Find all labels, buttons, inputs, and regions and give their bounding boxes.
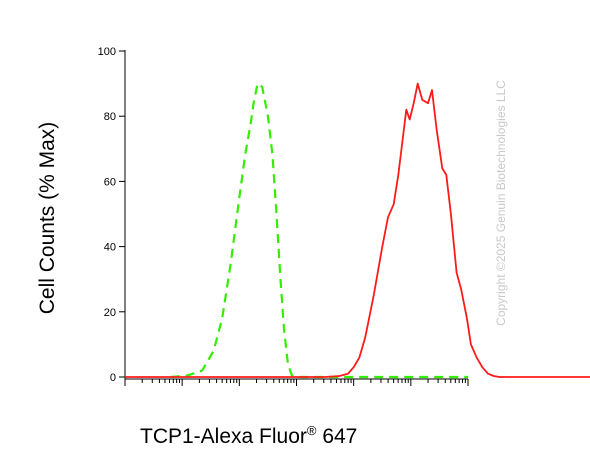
titles: Cell Counts (% Max) TCP1-Alexa Fluor® 64…: [36, 80, 508, 448]
copyright-watermark: Copyright ©2025 Genuin Biotechnologies L…: [494, 80, 508, 326]
x-axis-title-suffix: 647: [316, 425, 357, 448]
y-tick-label: 100: [98, 46, 116, 58]
y-tick-label: 60: [104, 176, 116, 188]
series-line-2: [125, 82, 590, 378]
series-line-1: [170, 82, 468, 379]
y-tick-label: 20: [104, 307, 116, 319]
x-axis-title-superscript: ®: [307, 423, 317, 438]
axes: 0 20 40 60 80 100: [98, 46, 469, 386]
x-axis-title: TCP1-Alexa Fluor® 647: [140, 423, 357, 448]
y-axis-title: Cell Counts (% Max): [36, 122, 59, 315]
y-tick-label: 0: [110, 372, 116, 384]
series-group: [125, 82, 590, 379]
x-axis-title-main: TCP1-Alexa Fluor: [140, 425, 307, 448]
y-tick-label: 40: [104, 242, 116, 254]
y-tick-label: 80: [104, 111, 116, 123]
